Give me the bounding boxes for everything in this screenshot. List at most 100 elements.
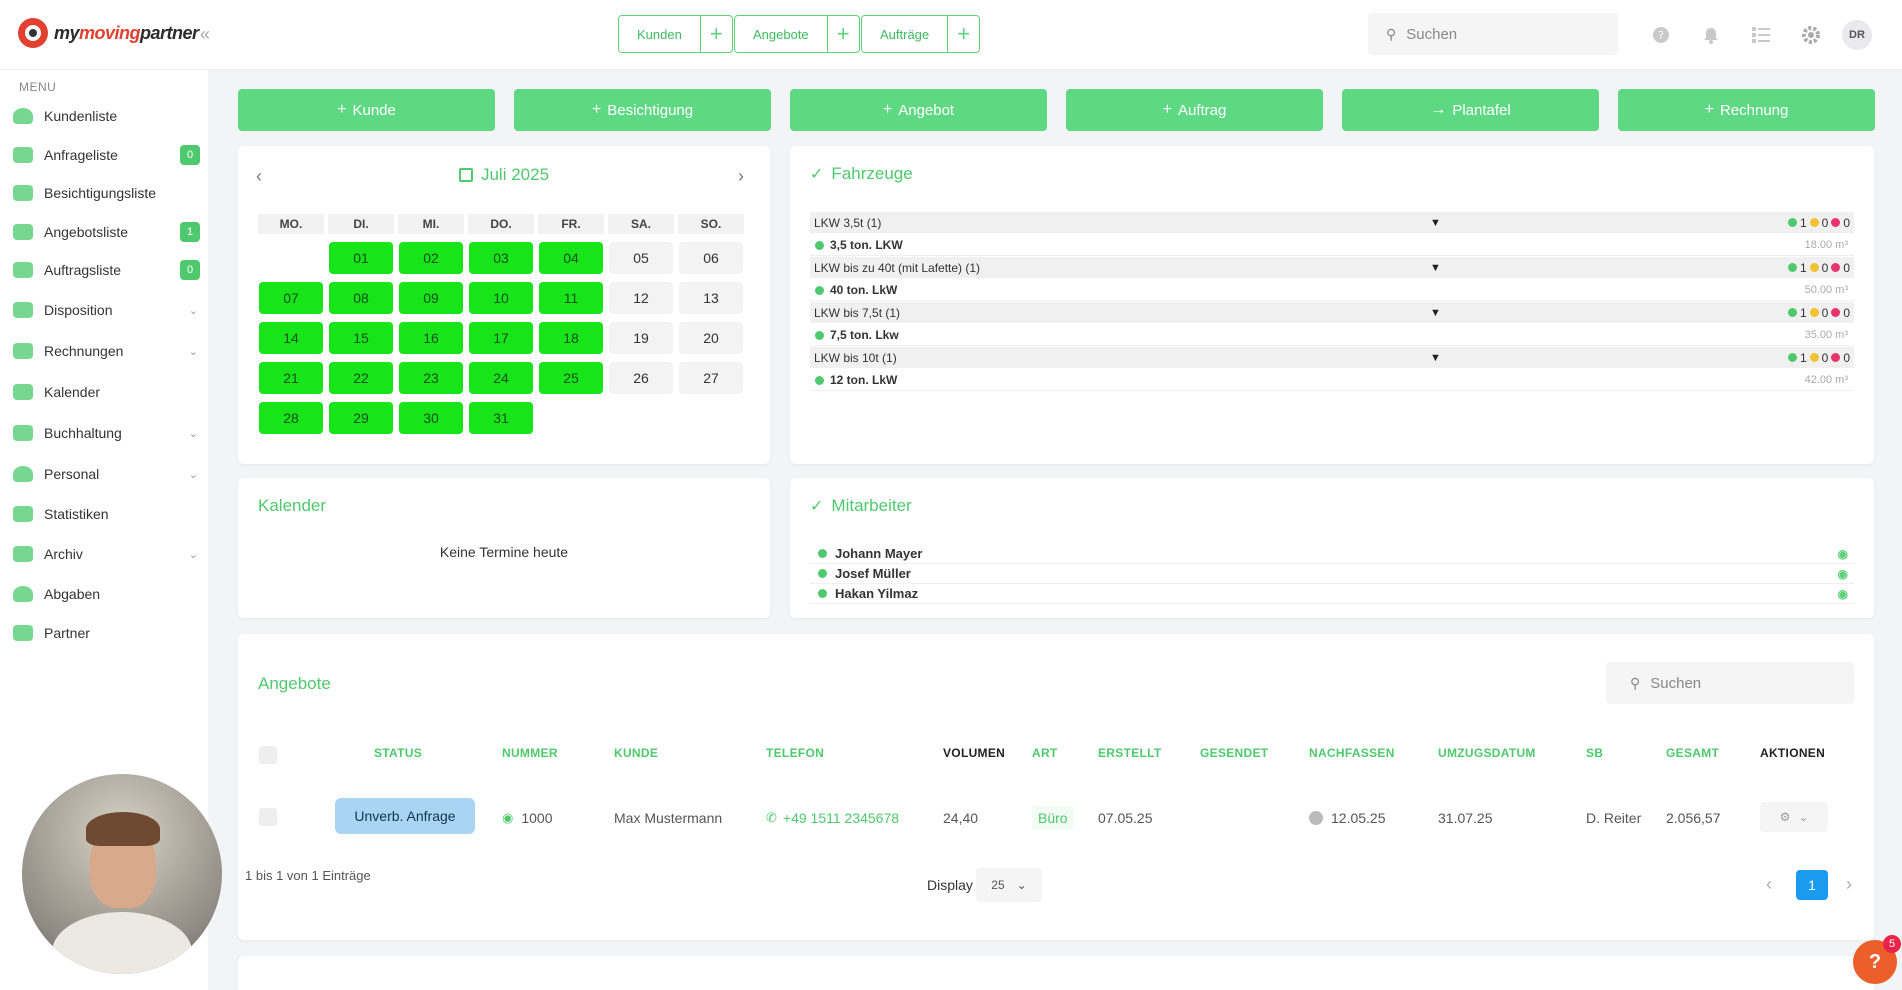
calendar-day[interactable]: 09 bbox=[399, 282, 463, 314]
calendar-day[interactable]: 07 bbox=[259, 282, 323, 314]
calendar-day[interactable]: 29 bbox=[329, 402, 393, 434]
calendar-day[interactable]: 05 bbox=[609, 242, 673, 274]
quick-angebote-add-icon[interactable]: + bbox=[826, 16, 859, 52]
quick-auftraege-button[interactable]: Aufträge bbox=[862, 16, 948, 52]
calendar-day[interactable]: 31 bbox=[469, 402, 533, 434]
offer-customer[interactable]: Max Mustermann bbox=[614, 810, 723, 826]
page-size-select[interactable]: 25 ⌄ bbox=[976, 868, 1042, 902]
vehicle-item-row[interactable]: 12 ton. LkW 42.00 m³ bbox=[810, 370, 1854, 391]
calendar-day[interactable]: 26 bbox=[609, 362, 673, 394]
page-1-button[interactable]: 1 bbox=[1796, 870, 1828, 900]
calendar-day[interactable]: 02 bbox=[399, 242, 463, 274]
user-avatar[interactable]: DR bbox=[1842, 20, 1872, 50]
calendar-day[interactable]: 14 bbox=[259, 322, 323, 354]
offer-followup[interactable]: 12.05.25 bbox=[1309, 806, 1386, 830]
col-gesendet[interactable]: GESENDET bbox=[1200, 746, 1269, 760]
calendar-day[interactable]: 27 bbox=[679, 362, 743, 394]
col-sb[interactable]: SB bbox=[1586, 746, 1604, 760]
new-angebot-button[interactable]: + Angebot bbox=[790, 89, 1047, 131]
calendar-day[interactable]: 21 bbox=[259, 362, 323, 394]
triangle-down-icon[interactable]: ▼ bbox=[1430, 306, 1441, 319]
triangle-down-icon[interactable]: ▼ bbox=[1430, 351, 1441, 364]
calendar-day[interactable]: 03 bbox=[469, 242, 533, 274]
offer-number[interactable]: ◉ 1000 bbox=[502, 810, 553, 826]
calendar-day[interactable]: 13 bbox=[679, 282, 743, 314]
col-status[interactable]: STATUS bbox=[374, 746, 423, 760]
sidebar-item-rechnungen[interactable]: Rechnungen ⌄ bbox=[10, 335, 200, 367]
sidebar-item-auftragsliste[interactable]: Auftragsliste 0 bbox=[10, 254, 200, 286]
employee-row[interactable]: Johann Mayer ◉ bbox=[810, 544, 1854, 564]
quick-auftraege-add-icon[interactable]: + bbox=[947, 16, 979, 52]
select-all-checkbox[interactable] bbox=[259, 746, 277, 764]
row-actions-dropdown[interactable]: ⚙ ⌄ bbox=[1760, 802, 1828, 832]
tasks-list-icon[interactable] bbox=[1750, 24, 1772, 46]
col-volumen[interactable]: VOLUMEN bbox=[943, 746, 1006, 760]
sidebar-item-anfrageliste[interactable]: Anfrageliste 0 bbox=[10, 139, 200, 171]
calendar-day[interactable]: 20 bbox=[679, 322, 743, 354]
quick-kunden-button[interactable]: Kunden bbox=[619, 16, 700, 52]
row-checkbox[interactable] bbox=[259, 808, 277, 826]
triangle-down-icon[interactable]: ▼ bbox=[1430, 261, 1441, 274]
eye-icon[interactable]: ◉ bbox=[1837, 546, 1848, 561]
vehicle-group-row[interactable]: LKW 3,5t (1) ▼ 1 0 0 bbox=[810, 212, 1854, 233]
eye-icon[interactable]: ◉ bbox=[1837, 566, 1848, 581]
collapse-sidebar-icon[interactable]: « bbox=[200, 24, 211, 44]
prev-month-icon[interactable]: ‹ bbox=[256, 166, 262, 186]
col-gesamt[interactable]: GESAMT bbox=[1666, 746, 1720, 760]
calendar-day[interactable]: 22 bbox=[329, 362, 393, 394]
calendar-day[interactable]: 04 bbox=[539, 242, 603, 274]
calendar-day[interactable]: 01 bbox=[329, 242, 393, 274]
sidebar-item-abgaben[interactable]: Abgaben bbox=[10, 578, 200, 610]
plantafel-button[interactable]: → Plantafel bbox=[1342, 89, 1599, 131]
calendar-day[interactable]: 25 bbox=[539, 362, 603, 394]
calendar-day[interactable]: 10 bbox=[469, 282, 533, 314]
quick-angebote-button[interactable]: Angebote bbox=[735, 16, 827, 52]
col-telefon[interactable]: TELEFON bbox=[766, 746, 825, 760]
vehicle-item-row[interactable]: 40 ton. LkW 50.00 m³ bbox=[810, 280, 1854, 301]
col-nachfassen[interactable]: NACHFASSEN bbox=[1309, 746, 1395, 760]
sidebar-item-kalender[interactable]: Kalender bbox=[10, 376, 200, 408]
col-kunde[interactable]: KUNDE bbox=[614, 746, 659, 760]
sidebar-item-besichtigungsliste[interactable]: Besichtigungsliste bbox=[10, 177, 200, 209]
sidebar-item-archiv[interactable]: Archiv ⌄ bbox=[10, 538, 200, 570]
vehicle-group-row[interactable]: LKW bis 7,5t (1) ▼ 1 0 0 bbox=[810, 302, 1854, 323]
employee-row[interactable]: Josef Müller ◉ bbox=[810, 564, 1854, 584]
col-umzugsdatum[interactable]: UMZUGSDATUM bbox=[1438, 746, 1536, 760]
col-erstellt[interactable]: ERSTELLT bbox=[1098, 746, 1162, 760]
sidebar-item-statistiken[interactable]: Statistiken bbox=[10, 498, 200, 530]
vehicle-item-row[interactable]: 3,5 ton. LKW 18.00 m³ bbox=[810, 235, 1854, 256]
sidebar-item-personal[interactable]: Personal ⌄ bbox=[10, 458, 200, 490]
col-art[interactable]: ART bbox=[1032, 746, 1058, 760]
top-search-input[interactable]: ⚲ Suchen bbox=[1368, 13, 1618, 55]
sidebar-item-kundenliste[interactable]: Kundenliste bbox=[10, 100, 200, 132]
sidebar-item-partner[interactable]: Partner bbox=[10, 617, 200, 649]
new-rechnung-button[interactable]: + Rechnung bbox=[1618, 89, 1875, 131]
next-page-icon[interactable]: › bbox=[1846, 874, 1852, 894]
calendar-day[interactable]: 17 bbox=[469, 322, 533, 354]
triangle-down-icon[interactable]: ▼ bbox=[1430, 216, 1441, 229]
next-month-icon[interactable]: › bbox=[738, 166, 744, 186]
calendar-day[interactable]: 16 bbox=[399, 322, 463, 354]
sidebar-item-disposition[interactable]: Disposition ⌄ bbox=[10, 294, 200, 326]
gear-icon[interactable] bbox=[1800, 24, 1822, 46]
calendar-day[interactable]: 06 bbox=[679, 242, 743, 274]
status-badge[interactable]: Unverb. Anfrage bbox=[335, 798, 475, 834]
new-besichtigung-button[interactable]: + Besichtigung bbox=[514, 89, 771, 131]
calendar-day[interactable]: 15 bbox=[329, 322, 393, 354]
sidebar-item-angebotsliste[interactable]: Angebotsliste 1 bbox=[10, 216, 200, 248]
new-auftrag-button[interactable]: + Auftrag bbox=[1066, 89, 1323, 131]
vehicle-group-row[interactable]: LKW bis zu 40t (mit Lafette) (1) ▼ 1 0 0 bbox=[810, 257, 1854, 278]
calendar-day[interactable]: 19 bbox=[609, 322, 673, 354]
offers-search-input[interactable]: ⚲ Suchen bbox=[1606, 662, 1854, 704]
vehicle-item-row[interactable]: 7,5 ton. Lkw 35.00 m³ bbox=[810, 325, 1854, 346]
calendar-day[interactable]: 12 bbox=[609, 282, 673, 314]
prev-page-icon[interactable]: ‹ bbox=[1766, 874, 1772, 894]
help-circle-icon[interactable]: ? bbox=[1650, 24, 1672, 46]
calendar-day[interactable]: 11 bbox=[539, 282, 603, 314]
sidebar-item-buchhaltung[interactable]: Buchhaltung ⌄ bbox=[10, 417, 200, 449]
offer-phone[interactable]: ✆ +49 1511 2345678 bbox=[766, 810, 900, 826]
help-chat-button[interactable]: ? bbox=[1853, 940, 1897, 984]
calendar-day[interactable]: 23 bbox=[399, 362, 463, 394]
calendar-day[interactable]: 30 bbox=[399, 402, 463, 434]
col-nummer[interactable]: NUMMER bbox=[502, 746, 558, 760]
